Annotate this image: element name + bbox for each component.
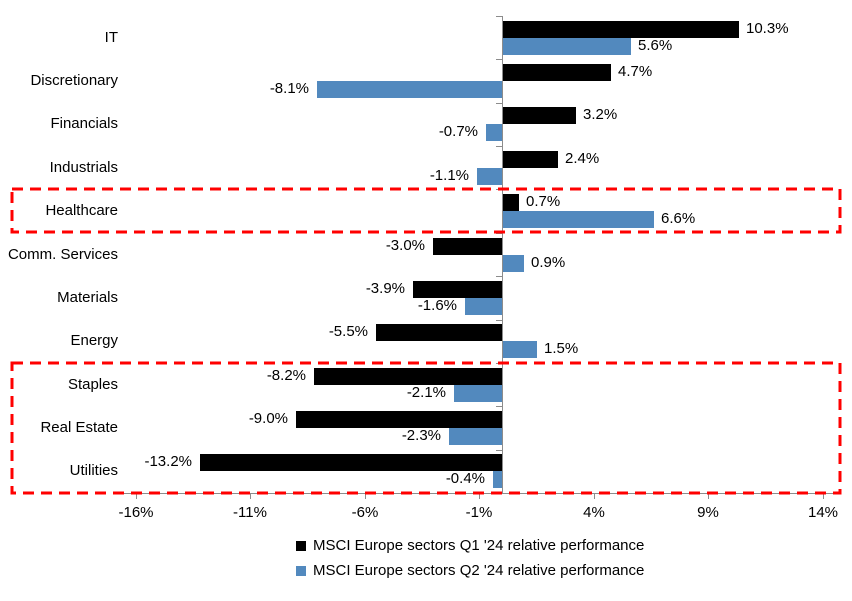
bar-value-label: -0.7% [438, 123, 478, 140]
x-axis-tick-label: -11% [233, 504, 267, 521]
category-axis-tick [496, 320, 503, 321]
bar-series-1 [503, 151, 558, 168]
x-axis-line [123, 493, 837, 494]
x-axis-tick [136, 493, 137, 499]
category-axis-tick [496, 103, 503, 104]
legend-swatch-icon [296, 540, 306, 551]
category-label: Materials [57, 289, 118, 306]
legend-label: MSCI Europe sectors Q1 '24 relative perf… [313, 537, 645, 554]
bar-value-label: -1.6% [417, 297, 457, 314]
bar-series-1 [503, 194, 519, 211]
x-axis-tick [823, 493, 824, 499]
x-axis-tick-label: 4% [583, 504, 605, 521]
category-axis-tick [496, 450, 503, 451]
x-axis-tick-label: -16% [118, 504, 154, 521]
bar-value-label: 6.6% [661, 210, 696, 227]
bar-series-1 [296, 411, 502, 428]
x-axis-tick-label: -1% [465, 504, 493, 521]
category-axis-tick [496, 276, 503, 277]
bar-value-label: -9.0% [248, 410, 288, 427]
bar-series-2 [454, 385, 502, 402]
bar-value-label: 10.3% [746, 20, 789, 37]
category-axis-tick [496, 406, 503, 407]
category-label: Staples [67, 376, 118, 393]
bar-value-label: 4.7% [618, 63, 653, 80]
bar-series-2 [317, 81, 502, 98]
bar-value-label: -0.4% [445, 470, 485, 487]
category-label: Industrials [49, 159, 118, 176]
bar-value-label: 3.2% [583, 106, 618, 123]
bar-series-1 [314, 368, 502, 385]
x-axis-tick-label: -6% [351, 504, 379, 521]
bar-value-label: -8.1% [269, 80, 309, 97]
bar-series-2 [449, 428, 502, 445]
legend-item: MSCI Europe sectors Q1 '24 relative perf… [296, 533, 644, 558]
category-axis-tick [496, 59, 503, 60]
bar-value-label: -8.2% [266, 367, 306, 384]
bar-series-1 [503, 21, 739, 38]
bar-series-2 [486, 124, 502, 141]
bar-series-2 [493, 471, 502, 488]
bar-value-label: 1.5% [544, 340, 579, 357]
bar-value-label: -1.1% [429, 167, 469, 184]
category-axis-tick [496, 16, 503, 17]
bar-series-1 [433, 238, 502, 255]
bar-series-1 [376, 324, 502, 341]
bar-value-label: -13.2% [144, 453, 192, 470]
legend-label: MSCI Europe sectors Q2 '24 relative perf… [313, 562, 645, 579]
x-axis-tick [250, 493, 251, 499]
category-label: Real Estate [40, 419, 118, 436]
category-label: IT [104, 29, 118, 46]
bar-series-2 [503, 255, 524, 272]
category-axis-tick [496, 189, 503, 190]
x-axis-tick [708, 493, 709, 499]
highlight-box [10, 187, 842, 234]
bar-value-label: 5.6% [638, 37, 673, 54]
bar-value-label: -5.5% [328, 323, 368, 340]
category-axis-line [502, 16, 503, 493]
bar-value-label: -2.1% [406, 384, 446, 401]
bar-series-2 [465, 298, 502, 315]
category-axis-tick [496, 363, 503, 364]
bar-value-label: 0.9% [531, 254, 566, 271]
category-label: Energy [70, 332, 118, 349]
bar-series-2 [477, 168, 502, 185]
bar-series-2 [503, 341, 537, 358]
bar-value-label: -3.9% [365, 280, 405, 297]
category-axis-tick [496, 146, 503, 147]
bar-value-label: -2.3% [401, 427, 441, 444]
bar-series-1 [503, 64, 611, 81]
x-axis-tick [365, 493, 366, 499]
bar-value-label: -3.0% [385, 237, 425, 254]
bar-series-2 [503, 38, 631, 55]
category-label: Healthcare [45, 202, 118, 219]
bar-value-label: 0.7% [526, 193, 561, 210]
x-axis-tick-label: 9% [697, 504, 719, 521]
category-axis-tick [496, 233, 503, 234]
bar-series-1 [503, 107, 576, 124]
bar-series-1 [200, 454, 502, 471]
bar-value-label: 2.4% [565, 150, 600, 167]
legend: MSCI Europe sectors Q1 '24 relative perf… [296, 533, 644, 583]
x-axis-tick-label: 14% [807, 504, 839, 521]
x-axis-tick [479, 493, 480, 499]
category-label: Utilities [69, 462, 118, 479]
bar-series-2 [503, 211, 654, 228]
category-label: Discretionary [30, 72, 118, 89]
legend-swatch-icon [296, 565, 306, 576]
bar-series-1 [413, 281, 502, 298]
category-label: Comm. Services [7, 246, 118, 263]
legend-item: MSCI Europe sectors Q2 '24 relative perf… [296, 558, 644, 583]
category-label: Financials [50, 115, 118, 132]
x-axis-tick [594, 493, 595, 499]
